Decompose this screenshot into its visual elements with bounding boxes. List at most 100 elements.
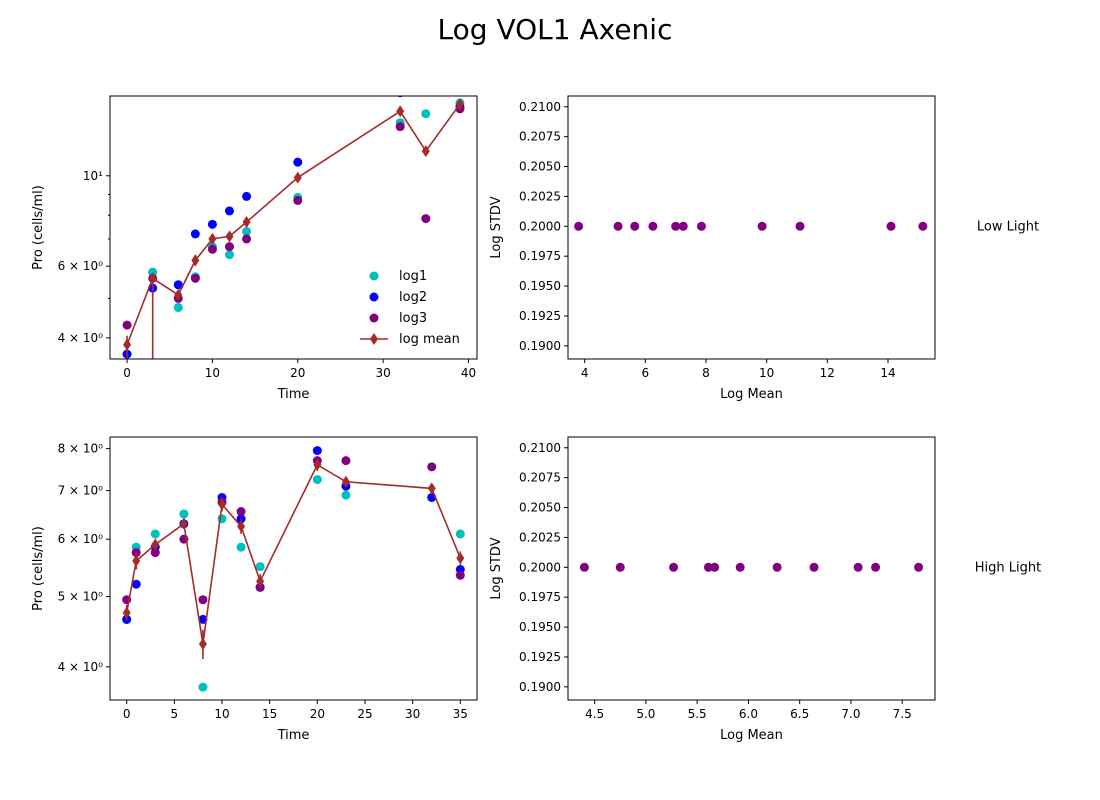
plot-area [122,96,465,359]
data-point [421,109,431,119]
mean-marker [122,606,131,619]
y-tick-label: 4 × 10⁰ [58,331,104,345]
data-point [148,267,158,277]
data-point [809,562,819,572]
panel-annotation: High Light [975,560,1041,575]
data-point [886,221,896,231]
x-tick-label: 15 [262,707,277,721]
data-point [312,446,322,456]
data-point [696,221,706,231]
data-point [710,562,720,572]
y-tick-label: 0.2075 [519,130,561,144]
mean-marker [198,638,207,651]
x-tick-label: 35 [453,707,468,721]
x-tick-label: 20 [290,366,305,380]
y-tick-label: 0.2000 [519,219,561,233]
data-point [224,250,234,260]
data-point [207,219,217,229]
x-tick-label: 30 [375,366,390,380]
legend-marker [369,271,379,281]
y-tick-label: 0.1950 [519,279,561,293]
x-tick-label: 0 [123,707,131,721]
plot-area [122,446,465,692]
y-tick-label: 0.2025 [519,189,561,203]
y-tick-label: 7 × 10⁰ [58,484,104,498]
x-tick-label: 8 [702,366,710,380]
plot-low-light-stdv: 4 6 8 10 12 14 0.1900 0.1925 0.1950 0.1975 0.2000 0… [489,95,1039,402]
data-point [190,273,200,283]
legend: log1 log2 log3 log mean [360,269,460,347]
y-tick-label: 0.2000 [519,560,561,574]
y-tick-label: 8 × 10⁰ [58,442,104,456]
data-point [395,122,405,132]
data-point [293,195,303,205]
y-tick-label: 0.1925 [519,309,561,323]
x-tick-label: 6.0 [739,707,758,721]
data-point [242,234,252,244]
mean-marker [123,338,132,351]
y-tick-label: 0.1900 [519,339,561,353]
data-point [735,562,745,572]
mean-marker [191,254,200,267]
x-tick-label: 6.5 [790,707,809,721]
x-tick-label: 30 [405,707,420,721]
x-tick-label: 5.5 [688,707,707,721]
y-tick-label: 0.2050 [519,501,561,515]
y-tick-label: 6 × 10⁰ [58,259,104,273]
data-point [341,456,351,466]
mean-marker [208,232,217,245]
x-tick-label: 10 [759,366,774,380]
data-point [455,570,465,580]
x-tick-label: 5.0 [636,707,655,721]
legend-marker [370,333,378,345]
x-tick-label: 12 [820,366,835,380]
data-point [173,280,183,290]
data-point [427,462,437,472]
y-tick-label: 0.1975 [519,590,561,604]
x-axis-label: Time [277,728,310,743]
data-point [853,562,863,572]
y-axis-label: Pro (cells/ml) [31,526,46,611]
mean-marker [293,171,302,184]
data-point [198,595,208,605]
data-point [669,562,679,572]
legend-marker [369,292,379,302]
y-axis-label: Log STDV [489,537,504,599]
mean-marker [427,482,436,495]
x-tick-label: 25 [357,707,372,721]
data-point [574,221,584,231]
mean-marker [313,458,322,471]
legend-label: log3 [399,311,427,326]
data-point [242,191,252,201]
panel-annotation: Low Light [977,219,1039,234]
plot-high-light-time: 0 5 10 15 20 25 30 35 4 × 10⁰ 5 × 10⁰ 6 × 10⁰ 7 × 1… [31,436,478,743]
mean-marker [421,145,430,158]
data-point [341,490,351,500]
data-point [198,682,208,692]
x-tick-label: 7.0 [841,707,860,721]
x-axis-label: Time [277,387,310,402]
data-point [914,562,924,572]
data-point [703,562,713,572]
legend-label: log mean [399,332,460,347]
y-tick-label: 0.2075 [519,471,561,485]
x-tick-label: 4 [581,366,589,380]
legend-marker [369,313,379,323]
y-tick-label: 6 × 10⁰ [58,532,104,546]
x-tick-label: 5 [171,707,179,721]
y-tick-label: 0.2050 [519,160,561,174]
axes-frame [567,436,936,701]
data-point [150,548,160,558]
data-point [179,509,189,519]
data-point [312,475,322,485]
mean-marker [256,575,265,588]
plot-low-light-time: 0 10 20 30 40 4 × 10⁰ 6 × 10⁰ 10¹ Time Pro (cells… [31,95,478,402]
x-axis-label: Log Mean [720,387,783,402]
data-point [615,562,625,572]
data-point [795,221,805,231]
data-point [122,320,132,330]
data-point [757,221,767,231]
data-point [613,221,623,231]
data-point [918,221,928,231]
